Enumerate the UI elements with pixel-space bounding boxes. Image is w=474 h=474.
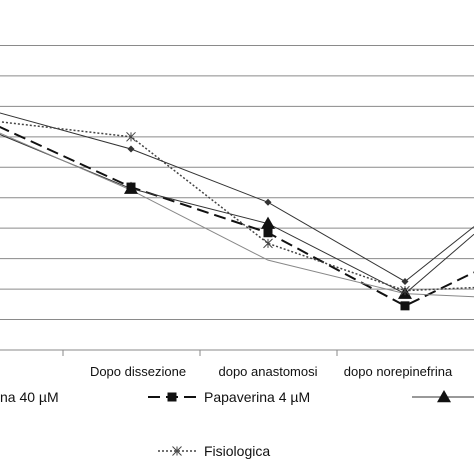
series-line-3	[0, 121, 474, 292]
series-markers	[124, 131, 412, 311]
series-3-point-1	[126, 131, 136, 142]
x-tick-label-3: dopo norepinefrina	[344, 364, 453, 379]
legend-marker-0	[167, 392, 177, 402]
series-line-4	[0, 132, 474, 298]
series-3-point-3	[400, 285, 410, 296]
series-3-point-2	[263, 238, 273, 249]
legend-marker-3	[172, 446, 182, 456]
series-0-point-2	[264, 198, 272, 206]
series-line-2	[0, 134, 474, 295]
series-2-point-2	[261, 216, 275, 229]
legend-label-3: Fisiologica	[204, 443, 270, 459]
legend-label-1: na 40 µM	[0, 389, 59, 405]
series-2-point-1	[124, 181, 138, 194]
series-1-point-2	[263, 228, 273, 238]
series-0-point-3	[401, 277, 409, 285]
series-lines	[0, 112, 474, 307]
x-tick-label-1: Dopo dissezione	[90, 364, 186, 379]
x-tick-label-2: dopo anastomosi	[218, 364, 317, 379]
legend-label-0: Papaverina 4 µM	[204, 389, 310, 405]
axes	[0, 349, 474, 356]
series-1-point-3	[400, 301, 410, 311]
series-line-0	[0, 112, 474, 283]
gridlines	[0, 44, 474, 321]
legend-marker-2	[437, 390, 451, 403]
legend: Papaverina 4 µM na 40 µM Fisiologica	[0, 389, 474, 459]
series-0-point-1	[127, 145, 135, 153]
